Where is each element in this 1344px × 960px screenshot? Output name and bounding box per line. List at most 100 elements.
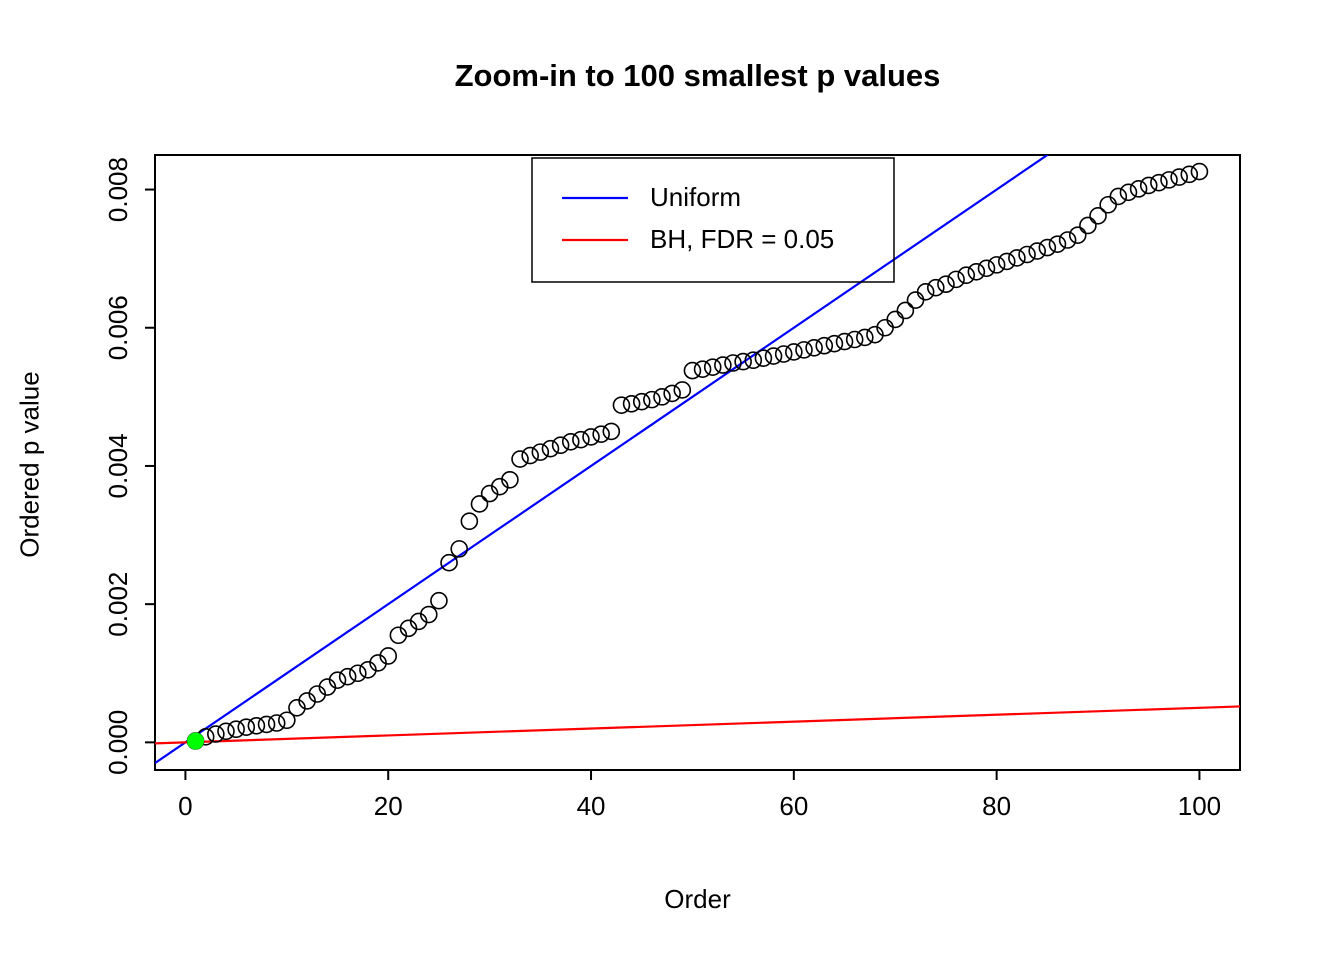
data-point [1038,238,1057,257]
data-point [632,392,651,411]
x-tick-label: 80 [982,791,1011,821]
y-tick-label: 0.002 [103,572,133,637]
data-point [612,396,631,414]
data-point [764,347,783,365]
data-point [470,495,489,513]
data-point [926,278,945,297]
x-tick-label: 60 [779,791,808,821]
data-point [531,443,550,461]
data-point [997,252,1016,271]
data-point [977,259,996,278]
data-point [551,436,570,455]
data-point [501,470,519,489]
data-point [450,540,469,558]
data-point [440,553,458,572]
data-point [987,256,1006,274]
data-point [795,341,813,359]
data-point [541,439,560,458]
data-point [267,714,286,732]
data-point [1089,207,1107,225]
x-tick-label: 20 [374,791,403,821]
data-point [785,343,803,361]
data-point [703,358,722,376]
data-point [693,360,712,379]
y-tick-label: 0.006 [103,295,133,360]
data-point [338,667,357,686]
data-point [349,664,367,683]
plot-border [154,154,1241,771]
data-point [1028,242,1046,260]
legend-label-uniform: Uniform [650,182,742,212]
data-point [906,291,925,309]
data-point [602,422,621,441]
data-point [237,718,256,736]
data-point [856,328,874,347]
data-point [582,428,600,446]
data-point [1150,173,1168,192]
y-axis-label: Ordered p value [14,371,45,558]
data-point [1109,187,1128,206]
data-point [592,425,610,443]
data-point [724,354,742,372]
data-point [1129,180,1148,198]
data-point [1180,165,1199,184]
data-point [1190,162,1209,181]
x-axis-label: Order [664,884,731,914]
data-point [1099,195,1117,214]
x-tick-label: 40 [577,791,606,821]
data-point [815,336,834,355]
data-point [1160,171,1178,189]
data-point [835,332,854,351]
data-point [774,345,793,363]
data-point [714,356,732,374]
y-tick-label: 0.000 [103,710,133,775]
data-point [643,390,661,409]
data-point [511,450,529,468]
data-point [805,338,823,357]
data-point [430,591,448,610]
data-point [247,716,266,735]
data-point [419,605,438,624]
legend-box [531,157,895,283]
data-point [683,361,702,380]
data-point [207,725,225,743]
data-point [663,384,681,403]
data-point [937,275,955,294]
data-point [227,720,245,739]
legend-label-bh-fdr: BH, FDR = 0.05 [650,224,835,254]
data-point [1058,231,1077,249]
data-point [1048,235,1067,253]
data-point [957,266,976,285]
data-point [653,388,671,406]
data-point [1008,249,1026,267]
data-point [278,711,296,730]
data-point [947,270,965,289]
data-point [825,334,844,353]
x-tick-label: 100 [1178,791,1221,821]
data-point [886,310,905,329]
y-tick-label: 0.008 [103,157,133,222]
data-point [460,512,479,531]
data-point [561,432,580,451]
highlight-point [187,732,205,750]
data-point [1170,168,1188,186]
data-point [673,381,692,399]
data-point [1018,245,1036,264]
data-point [845,330,864,349]
data-point [1068,226,1087,244]
data-point [1119,183,1138,202]
data-point [1139,176,1158,195]
data-point [754,349,773,367]
data-point [622,394,641,413]
data-point [379,647,398,665]
chart-title: Zoom-in to 100 smallest p values [454,58,941,93]
x-tick-label: 0 [178,791,192,821]
data-point [1079,216,1097,235]
data-point [257,715,276,734]
reference-line [155,705,1240,745]
y-tick-label: 0.004 [103,433,133,498]
data-point [734,352,752,371]
data-point [967,262,986,281]
